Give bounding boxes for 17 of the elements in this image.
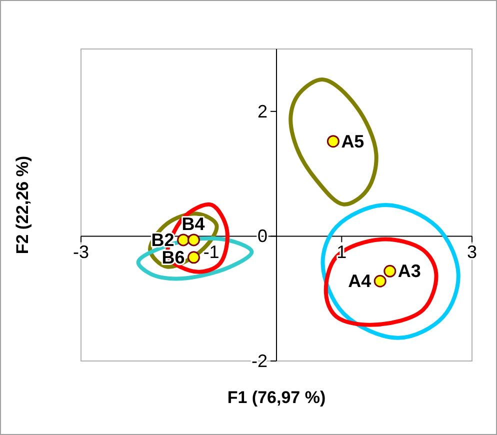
point — [326, 135, 340, 148]
point — [384, 264, 396, 278]
y-axis-title: F2 (22,26 %) — [13, 156, 32, 254]
point — [374, 274, 386, 288]
x-axis-title: F1 (76,97 %) — [227, 388, 326, 407]
annotation: A4 — [348, 271, 372, 292]
point — [187, 251, 200, 264]
y-tick-label: -2 — [251, 351, 268, 371]
annotation: A3 — [398, 261, 421, 282]
x-tick-label: -3 — [72, 242, 90, 262]
x-tick-label: 3 — [466, 242, 478, 262]
annotation: B4 — [182, 214, 205, 234]
y-tick-label: 2 — [257, 101, 268, 122]
x-tick-label: -1 — [203, 242, 220, 262]
point — [177, 234, 190, 246]
annotation: A5 — [341, 131, 364, 152]
point — [187, 234, 200, 246]
